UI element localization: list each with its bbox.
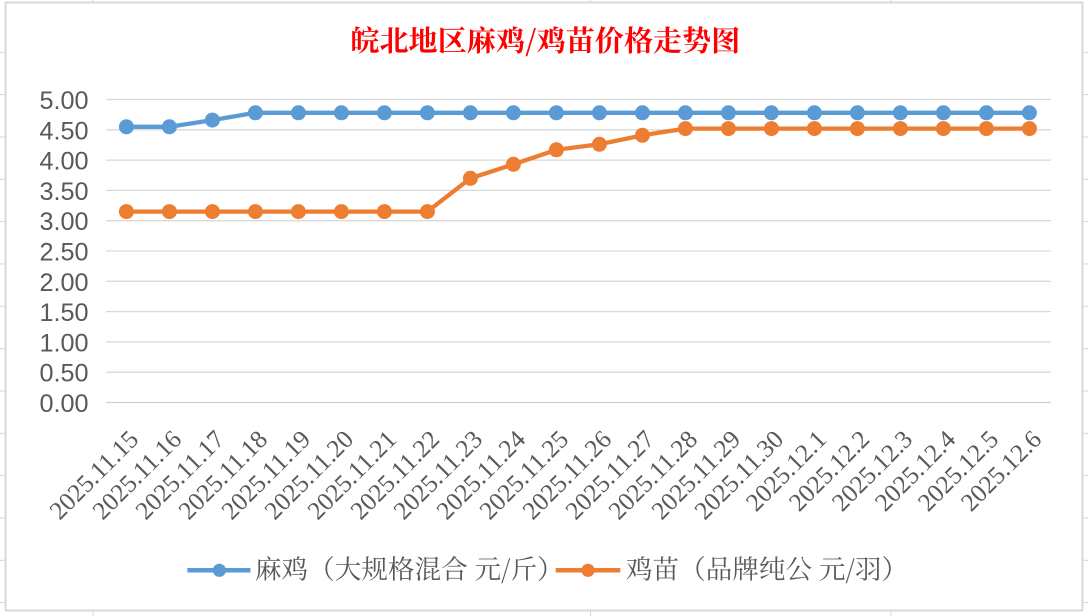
svg-text:5.00: 5.00 — [39, 87, 88, 115]
svg-text:0.50: 0.50 — [39, 360, 88, 388]
svg-text:4.50: 4.50 — [39, 117, 88, 145]
svg-text:3.50: 3.50 — [39, 178, 88, 206]
svg-text:3.00: 3.00 — [39, 208, 88, 236]
svg-text:1.00: 1.00 — [39, 329, 88, 357]
svg-text:2.50: 2.50 — [39, 239, 88, 267]
svg-text:2.00: 2.00 — [39, 269, 88, 297]
svg-text:4.00: 4.00 — [39, 148, 88, 176]
svg-text:0.00: 0.00 — [39, 390, 88, 418]
svg-text:1.50: 1.50 — [39, 299, 88, 327]
